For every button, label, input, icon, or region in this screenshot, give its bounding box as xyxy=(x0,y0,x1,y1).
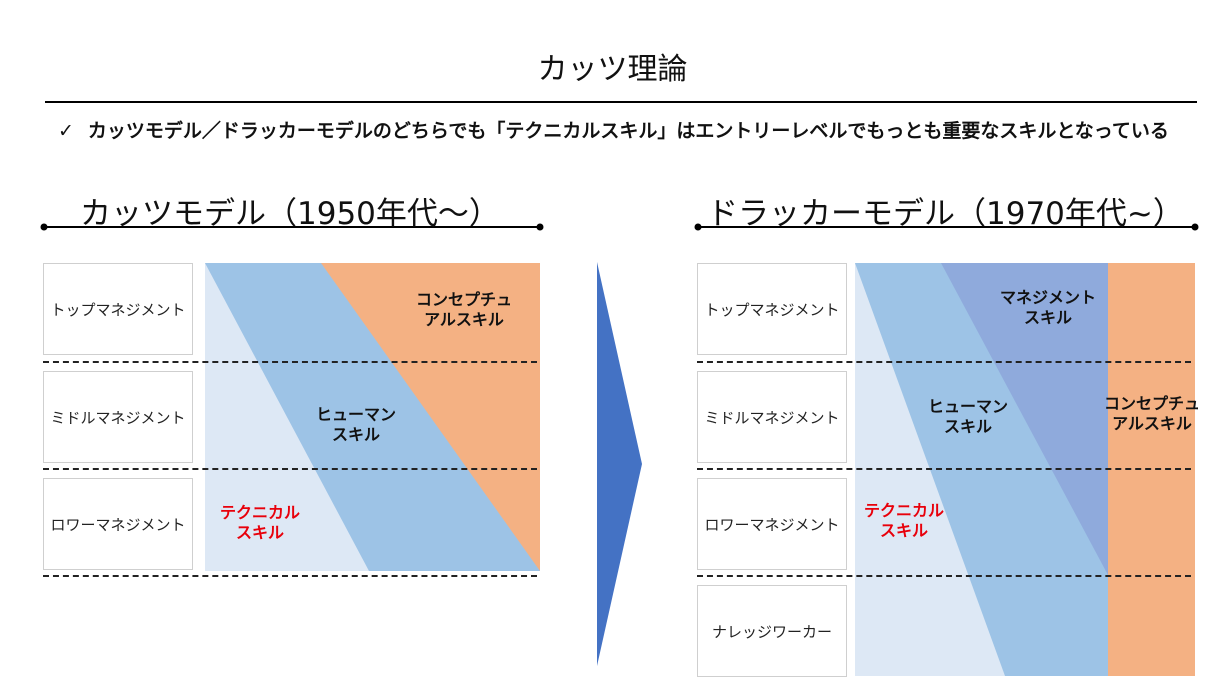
key-point: ✓ カッツモデル／ドラッカーモデルのどちらでも「テクニカルスキル」はエントリーレベ… xyxy=(58,116,1169,143)
katz-conceptual-area xyxy=(321,263,540,571)
drucker-management-area xyxy=(941,263,1108,575)
katz-skill-diagram xyxy=(205,263,540,571)
drucker-level-knowledge-worker: ナレッジワーカー xyxy=(697,585,847,677)
drucker-management-label-line1: マネジメント xyxy=(999,288,1096,307)
drucker-management-label-line2: スキル xyxy=(1023,308,1072,327)
katz-level-divider xyxy=(43,468,537,470)
katz-conceptual-label-line2: アルスキル xyxy=(424,310,504,329)
drucker-level-divider xyxy=(697,468,1191,470)
drucker-management-label: マネジメント スキル xyxy=(988,288,1108,328)
title-divider xyxy=(45,101,1197,103)
katz-level-top: トップマネジメント xyxy=(43,263,193,355)
katz-human-label-line2: スキル xyxy=(331,425,380,444)
key-point-text: カッツモデル／ドラッカーモデルのどちらでも「テクニカルスキル」はエントリーレベル… xyxy=(87,120,1169,142)
drucker-technical-label-line2: スキル xyxy=(879,521,928,540)
page-title: カッツ理論 xyxy=(537,52,688,87)
drucker-level-lower: ロワーマネジメント xyxy=(697,478,847,570)
katz-technical-label-line2: スキル xyxy=(235,523,284,542)
katz-conceptual-label-line1: コンセプチュ xyxy=(415,290,512,309)
katz-level-divider xyxy=(43,361,537,363)
check-icon: ✓ xyxy=(58,120,74,142)
katz-level-divider xyxy=(43,575,537,577)
katz-conceptual-label: コンセプチュ アルスキル xyxy=(404,290,524,330)
transition-arrow-icon xyxy=(597,262,642,666)
drucker-technical-label: テクニカル スキル xyxy=(844,501,964,541)
drucker-level-middle: ミドルマネジメント xyxy=(697,371,847,463)
drucker-technical-label-line1: テクニカル xyxy=(863,501,944,520)
drucker-level-divider xyxy=(697,361,1191,363)
drucker-human-label-line1: ヒューマン xyxy=(927,397,1008,416)
drucker-conceptual-label-line1: コンセプチュ xyxy=(1103,394,1200,413)
katz-level-lower: ロワーマネジメント xyxy=(43,478,193,570)
drucker-human-label-line2: スキル xyxy=(943,417,992,436)
katz-technical-label: テクニカル スキル xyxy=(200,503,320,543)
drucker-model-title: ドラッカーモデル（1970年代~） xyxy=(707,196,1184,232)
drucker-conceptual-label: コンセプチュ アルスキル xyxy=(1098,394,1206,434)
katz-level-middle: ミドルマネジメント xyxy=(43,371,193,463)
drucker-human-label: ヒューマン スキル xyxy=(908,397,1028,437)
katz-model-title: カッツモデル（1950年代～） xyxy=(80,196,500,232)
drucker-level-divider xyxy=(697,575,1191,577)
drucker-level-top: トップマネジメント xyxy=(697,263,847,355)
katz-human-label: ヒューマン スキル xyxy=(296,405,416,445)
drucker-conceptual-label-line2: アルスキル xyxy=(1112,414,1192,433)
katz-human-label-line1: ヒューマン xyxy=(315,405,396,424)
katz-technical-label-line1: テクニカル xyxy=(219,503,300,522)
